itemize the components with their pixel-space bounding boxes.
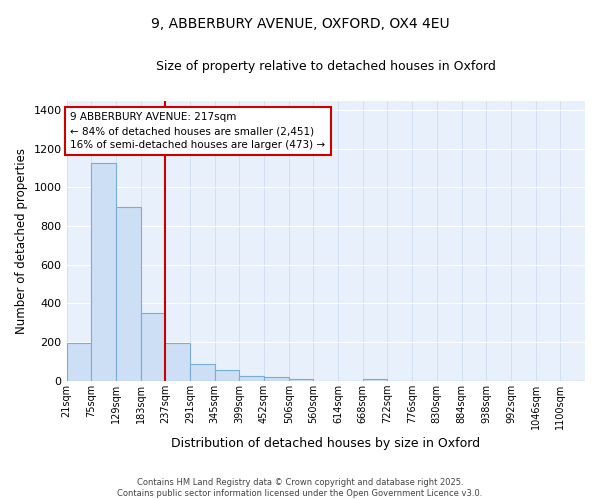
Title: Size of property relative to detached houses in Oxford: Size of property relative to detached ho… <box>156 60 496 73</box>
Text: 9 ABBERBURY AVENUE: 217sqm
← 84% of detached houses are smaller (2,451)
16% of s: 9 ABBERBURY AVENUE: 217sqm ← 84% of deta… <box>70 112 325 150</box>
Bar <box>190 364 215 380</box>
Y-axis label: Number of detached properties: Number of detached properties <box>15 148 28 334</box>
Bar <box>67 342 91 380</box>
Bar <box>264 377 289 380</box>
Bar <box>91 163 116 380</box>
Bar <box>239 376 264 380</box>
Text: Contains HM Land Registry data © Crown copyright and database right 2025.
Contai: Contains HM Land Registry data © Crown c… <box>118 478 482 498</box>
Bar <box>140 312 165 380</box>
Bar <box>289 378 313 380</box>
Bar <box>165 342 190 380</box>
Bar <box>215 370 239 380</box>
X-axis label: Distribution of detached houses by size in Oxford: Distribution of detached houses by size … <box>171 437 481 450</box>
Text: 9, ABBERBURY AVENUE, OXFORD, OX4 4EU: 9, ABBERBURY AVENUE, OXFORD, OX4 4EU <box>151 18 449 32</box>
Bar <box>116 208 140 380</box>
Bar <box>363 378 388 380</box>
